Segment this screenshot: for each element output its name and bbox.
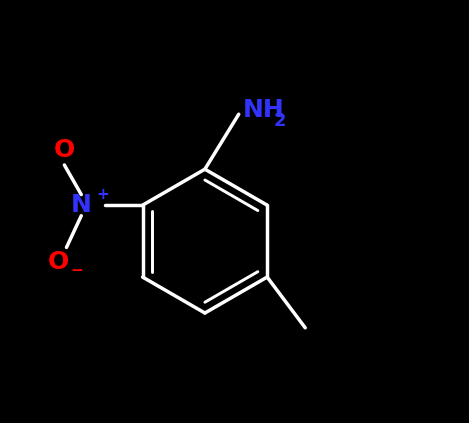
Text: −: − bbox=[71, 263, 83, 278]
Text: N: N bbox=[71, 193, 92, 217]
Text: NH: NH bbox=[243, 98, 285, 122]
Text: 2: 2 bbox=[274, 112, 287, 129]
Text: O: O bbox=[47, 250, 68, 274]
Text: O: O bbox=[54, 138, 75, 162]
Text: +: + bbox=[96, 187, 109, 202]
